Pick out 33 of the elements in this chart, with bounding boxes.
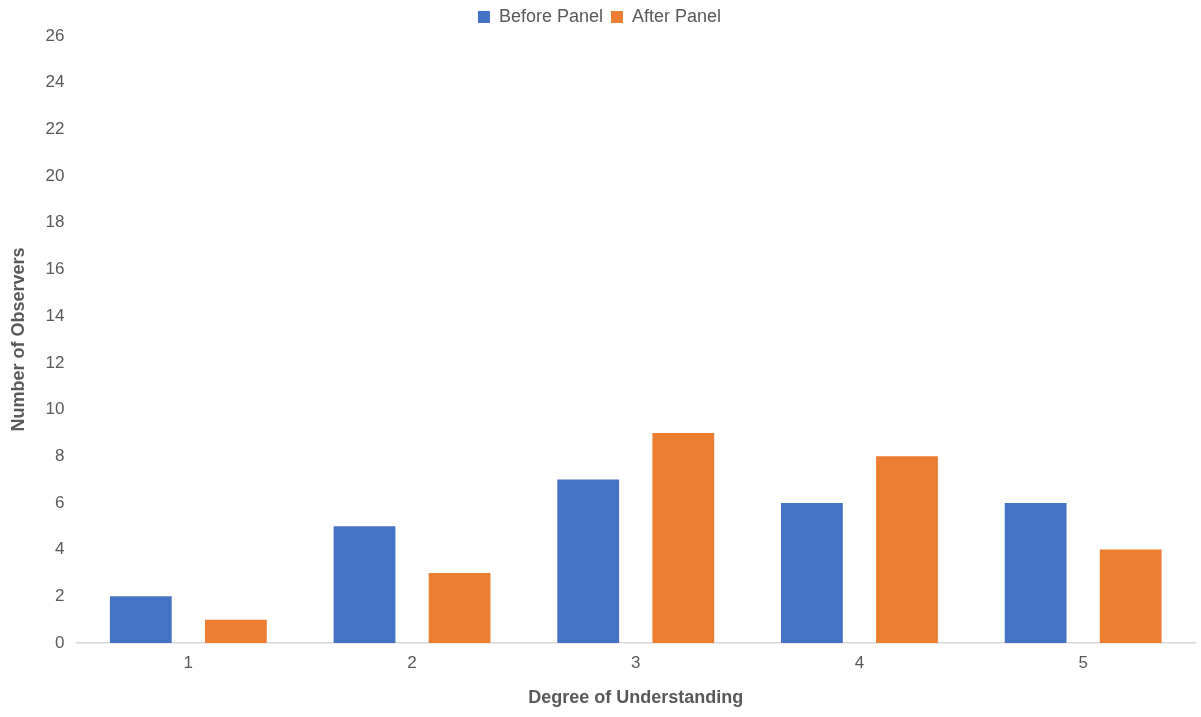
legend-label: Before Panel xyxy=(498,5,604,26)
x-tick-label: 2 xyxy=(407,652,417,672)
y-tick-label: 10 xyxy=(45,399,65,419)
bar xyxy=(1004,502,1067,643)
y-tick-label: 2 xyxy=(55,586,65,605)
y-tick-label: 22 xyxy=(45,119,65,139)
bar xyxy=(652,432,715,643)
bar xyxy=(557,479,620,643)
y-axis-title: Number of Observers xyxy=(7,247,28,432)
y-tick-label: 24 xyxy=(45,72,65,92)
bar xyxy=(428,572,491,643)
y-tick-label: 6 xyxy=(55,492,65,512)
x-tick-label: 4 xyxy=(854,652,865,672)
y-tick-label: 4 xyxy=(55,539,65,559)
bar xyxy=(1099,549,1162,643)
y-tick-label: 18 xyxy=(45,212,65,232)
x-axis-title: Degree of Understanding xyxy=(528,687,744,708)
y-tick-label: 16 xyxy=(45,259,65,279)
y-tick-label: 20 xyxy=(45,165,65,185)
y-tick-label: 12 xyxy=(45,352,65,372)
y-tick-label: 26 xyxy=(45,25,65,45)
bar xyxy=(109,596,172,643)
x-tick-label: 1 xyxy=(183,652,194,672)
bar xyxy=(333,526,396,643)
bar xyxy=(781,502,843,643)
bar xyxy=(876,456,938,643)
y-tick-label: 8 xyxy=(55,445,65,465)
x-tick-label: 5 xyxy=(1078,652,1088,672)
bar xyxy=(205,619,267,643)
x-tick-label: 3 xyxy=(631,652,641,672)
y-tick-label: 14 xyxy=(45,305,65,325)
legend-label: After Panel xyxy=(632,5,722,26)
y-tick-label: 0 xyxy=(55,632,65,652)
